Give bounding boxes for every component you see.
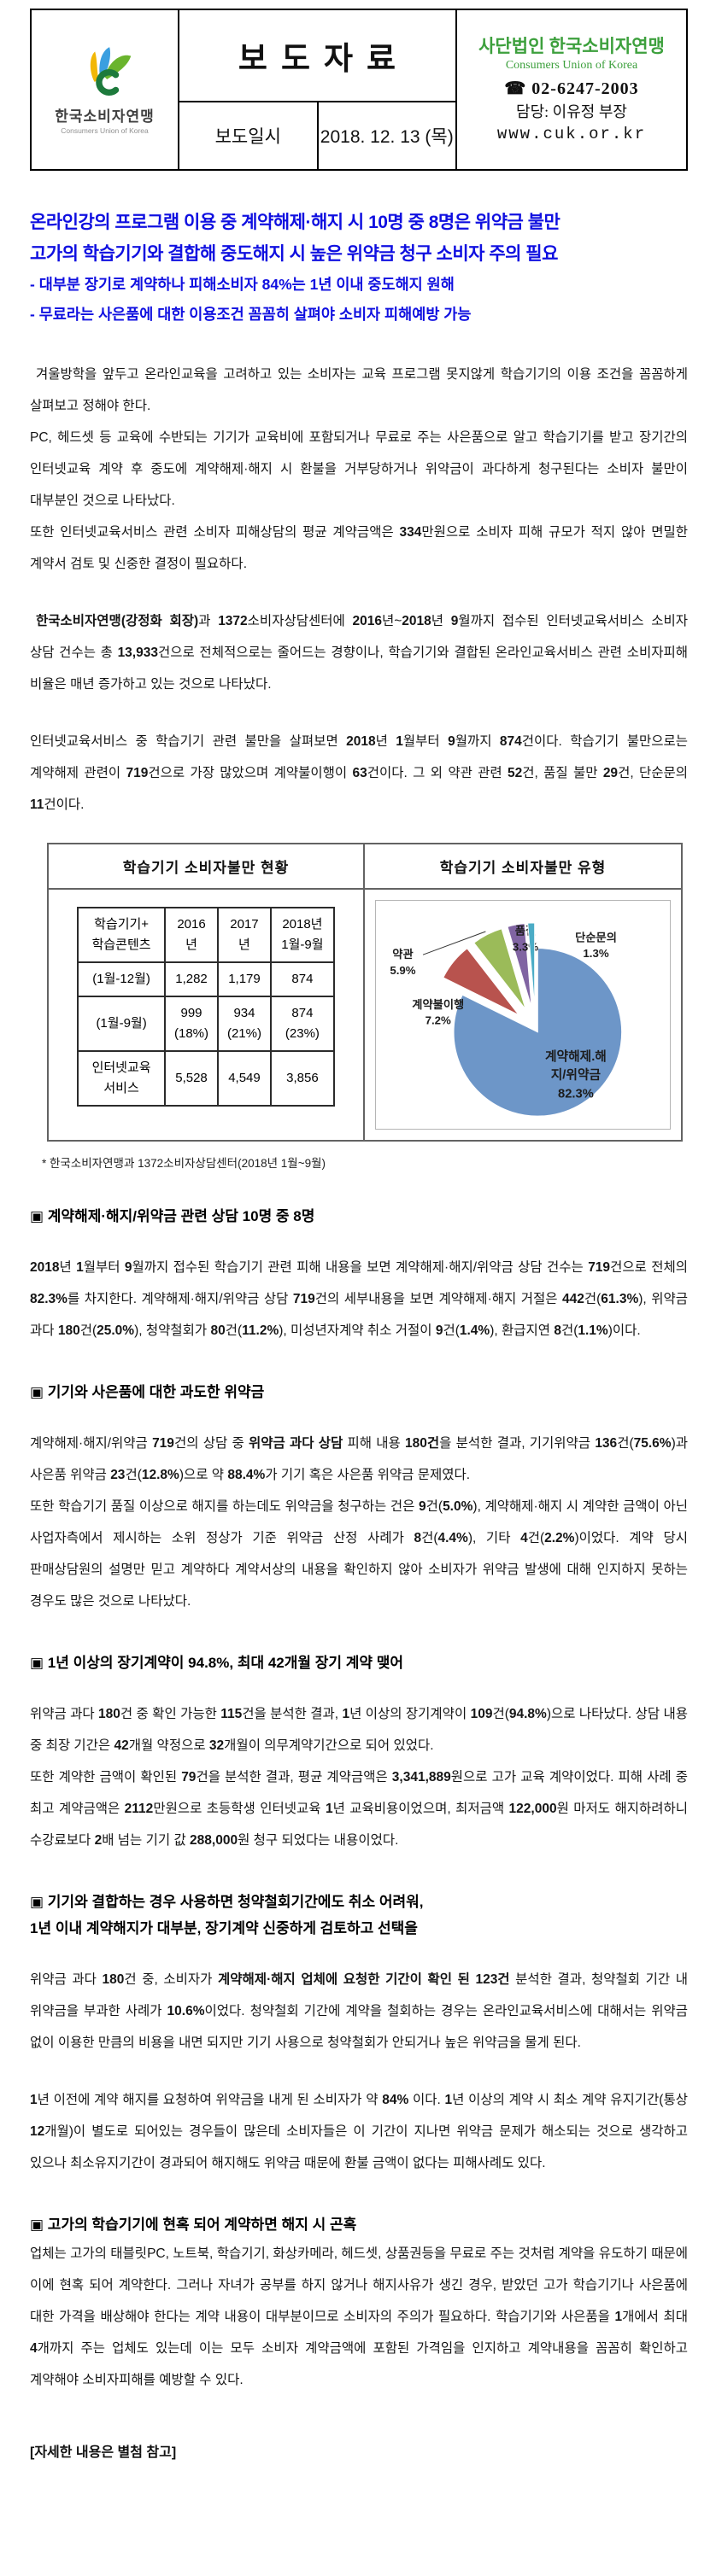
- table-panel-title: 학습기기 소비자불만 현황: [49, 844, 363, 890]
- cuk-logo-icon: [35, 45, 174, 102]
- table-row: (1월-9월) 999 (18%) 934 (21%) 874 (23%): [77, 996, 335, 1052]
- section-heading: ▣ 계약해제·해지/위약금 관련 상담 10명 중 8명: [30, 1208, 315, 1224]
- release-date-value: 2018. 12. 13 (목): [316, 101, 457, 171]
- leader-line: [422, 931, 486, 955]
- section-paragraph: 2018년 1월부터 9월까지 접수된 학습기기 관련 피해 내용을 보면 계약…: [30, 1260, 688, 1338]
- intro-paragraph: PC, 헤드셋 등 교육에 수반되는 기기가 교육비에 포함되거나 무료로 주는…: [30, 430, 688, 508]
- pie-slice-label: 약관: [392, 947, 413, 961]
- section-heading: ▣ 기기와 사은품에 대한 과도한 위약금: [30, 1384, 265, 1400]
- intro-paragraph: 인터넷교육서비스 중 학습기기 관련 불만을 살펴보면 2018년 1월부터 9…: [30, 734, 689, 812]
- table-cell: 5,528: [164, 1050, 219, 1107]
- intro-paragraph: 겨울방학을 앞두고 온라인교육을 고려하고 있는 소비자는 교육 프로그램 못지…: [30, 367, 688, 413]
- table-cell: 3,856: [269, 1050, 335, 1107]
- table-row: (1월-12월) 1,282 1,179 874: [77, 961, 335, 997]
- figure-footnote: * 한국소비자연맹과 1372소비자상담센터(2018년 1월~9월): [42, 1157, 326, 1170]
- pie-slice-label: 단순문의: [575, 930, 617, 943]
- table-header-cell: 2017 년: [216, 907, 272, 963]
- pie-chart-frame: 계약해제.해 지/위약금 82.3% 계약불이행 7.2% 약관 5.9% 품질 3.3% 단순문…: [375, 900, 671, 1130]
- table-header-cell: 2018년 1월-9월: [269, 907, 335, 963]
- org-logo-cell: 한국소비자연맹 Consumers Union of Korea: [30, 9, 179, 171]
- intro-paragraph: 또한 인터넷교육서비스 관련 소비자 피해상담의 평균 계약금액은 334만원으…: [30, 525, 689, 571]
- pie-slice-main: [453, 948, 623, 1117]
- pie-slice-label: 7.2%: [425, 1014, 451, 1027]
- phone-number: 02-6247-2003: [531, 79, 639, 98]
- complaint-table: 학습기기+ 학습콘텐츠 2016 년 2017 년 2018년 1월-9월 (1월-12…: [77, 907, 335, 1107]
- table-header-cell: 2016 년: [164, 907, 219, 963]
- pie-slice-label: 1.3%: [583, 947, 608, 960]
- headline-bullet-2: - 무료라는 사은품에 대한 이용조건 꼼꼼히 살펴야 소비자 피해예방 가능: [30, 306, 472, 323]
- headline-line-2: 고가의 학습기기와 결합해 중도해지 시 높은 위약금 청구 소비자 주의 필요: [30, 244, 558, 264]
- table-cell: 999 (18%): [164, 996, 219, 1052]
- logo-org-name-en: Consumers Union of Korea: [61, 126, 149, 135]
- contact-person: 담당: 이유정 부장: [516, 102, 627, 120]
- pie-slice-label: 5.9%: [390, 964, 415, 977]
- release-date-label: 보도일시: [178, 101, 319, 171]
- section-paragraph: 계약해제·해지/위약금 719건의 상담 중 위약금 과다 상담 피해 내용 1…: [30, 1436, 688, 1482]
- table-cell: 4,549: [216, 1050, 272, 1107]
- section-heading: ▣ 기기와 결합하는 경우 사용하면 청약철회기간에도 취소 어려워, 1년 이내…: [30, 1894, 424, 1936]
- headline-bullet-1: - 대부분 장기로 계약하나 피해소비자 84%는 1년 이내 중도해지 원해: [30, 276, 455, 293]
- chart-panel-title: 학습기기 소비자불만 유형: [365, 844, 681, 890]
- section-paragraph: 1년 이전에 계약 해지를 요청하여 위약금을 내게 된 소비자가 약 84% …: [30, 2093, 688, 2170]
- section-heading: ▣ 1년 이상의 장기계약이 94.8%, 최대 42개월 장기 계약 맺어: [30, 1655, 404, 1671]
- doc-type-title: 보도자료: [178, 9, 457, 102]
- pie-slice-label: 지/위약금: [551, 1067, 602, 1083]
- table-row: 인터넷교육 서비스 5,528 4,549 3,856: [77, 1050, 335, 1107]
- pie-slice-5.9%: [473, 928, 526, 1010]
- org-info-cell: 사단법인 한국소비자연맹 Consumers Union of Korea ☎ …: [455, 9, 688, 171]
- section-paragraph: 업체는 고가의 태블릿PC, 노트북, 학습기기, 화상카메라, 헤드셋, 상품…: [30, 2246, 688, 2387]
- pie-slice-3.3%: [507, 923, 532, 1008]
- figure-box: 학습기기 소비자불만 현황 학습기기+ 학습콘텐츠 2016 년 2017 년 201…: [47, 843, 683, 1142]
- table-cell: 1,282: [164, 961, 219, 997]
- table-cell: (1월-9월): [77, 996, 167, 1052]
- headline-line-1: 온라인강의 프로그램 이용 중 계약해제·해지 시 10명 중 8명은 위약금 …: [30, 213, 560, 232]
- sections-container: ▣ 계약해제·해지/위약금 관련 상담 10명 중 8명 2018년 1월부터 9…: [30, 1203, 688, 2396]
- org-type-name: 사단법인 한국소비자연맹: [478, 35, 665, 56]
- section-paragraph: 위약금 과다 180건 중, 소비자가 계약해제·해지 업체에 요청한 기간이 …: [30, 1972, 688, 2050]
- headline-block: 온라인강의 프로그램 이용 중 계약해제·해지 시 10명 중 8명은 위약금 …: [30, 207, 688, 330]
- table-cell: 934 (21%): [216, 996, 272, 1052]
- pie-slice-label: 계약불이행: [412, 997, 464, 1011]
- logo-org-name: 한국소비자연맹: [55, 108, 155, 125]
- website-url: www.cuk.or.kr: [496, 124, 647, 143]
- pie-slice-1.3%: [527, 922, 536, 1008]
- complaint-status-panel: 학습기기 소비자불만 현황 학습기기+ 학습콘텐츠 2016 년 2017 년 201…: [49, 844, 365, 1140]
- section-paragraph: 위약금 과다 180건 중 확인 가능한 115건을 분석한 결과, 1년 이상…: [30, 1707, 689, 1753]
- org-name-en: Consumers Union of Korea: [505, 58, 638, 72]
- pie-chart: 계약해제.해지/위약금82.3%계약불이행7.2%약관5.9%품질3.3%단순문…: [390, 922, 623, 1117]
- pie-slice-label: 계약해제.해: [545, 1049, 607, 1064]
- section-heading: ▣ 고가의 학습기기에 현혹 되어 계약하면 해지 시 곤혹: [30, 2217, 357, 2233]
- table-cell: 874: [269, 961, 335, 997]
- section-paragraph: 또한 학습기기 품질 이상으로 해지를 하는데도 위약금을 청구하는 건은 9건…: [30, 1499, 688, 1609]
- table-cell: 874 (23%): [269, 996, 335, 1052]
- pie-slice-7.2%: [443, 948, 519, 1015]
- press-release-header: 한국소비자연맹 Consumers Union of Korea 보도자료 사단…: [30, 9, 688, 171]
- phone-icon: ☎: [504, 79, 527, 98]
- intro-paragraph: 한국소비자연맹(강정화 회장)과 1372소비자상담센터에 2016년~2018…: [30, 614, 688, 692]
- table-cell: (1월-12월): [77, 961, 167, 997]
- pie-slice-label: 82.3%: [558, 1087, 594, 1101]
- table-header-cell: 학습기기+ 학습콘텐츠: [77, 907, 167, 963]
- attachment-note: [자세한 내용은 별첨 참고]: [30, 2445, 177, 2460]
- section-paragraph: 또한 계약한 금액이 확인된 79건을 분석한 결과, 평균 계약금액은 3,3…: [30, 1770, 689, 1848]
- table-cell: 1,179: [216, 961, 272, 997]
- table-cell: 인터넷교육 서비스: [77, 1050, 167, 1107]
- phone-row: ☎ 02-6247-2003: [464, 78, 679, 101]
